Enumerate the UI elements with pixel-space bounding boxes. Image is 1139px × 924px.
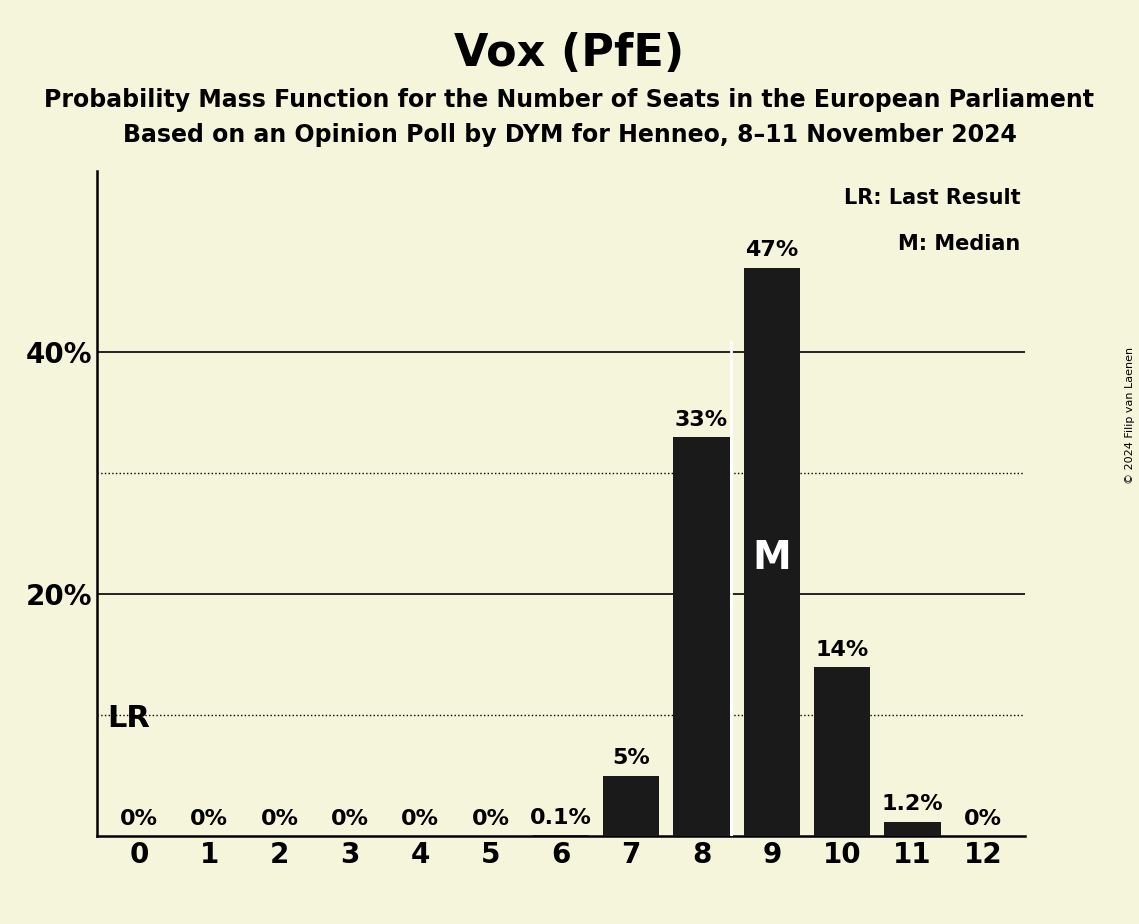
Bar	[744, 268, 800, 836]
Text: 0%: 0%	[331, 809, 369, 829]
Text: 1.2%: 1.2%	[882, 795, 943, 814]
Bar	[533, 835, 589, 836]
Text: 0%: 0%	[120, 809, 158, 829]
Text: Probability Mass Function for the Number of Seats in the European Parliament: Probability Mass Function for the Number…	[44, 88, 1095, 112]
Text: LR: LR	[107, 704, 150, 734]
Text: © 2024 Filip van Laenen: © 2024 Filip van Laenen	[1125, 347, 1134, 484]
Text: 0%: 0%	[401, 809, 440, 829]
Text: 5%: 5%	[613, 748, 650, 769]
Text: Vox (PfE): Vox (PfE)	[454, 32, 685, 76]
Text: 47%: 47%	[745, 240, 798, 261]
Bar	[814, 667, 870, 836]
Text: LR: Last Result: LR: Last Result	[844, 188, 1021, 208]
Bar	[604, 776, 659, 836]
Text: 33%: 33%	[675, 410, 728, 430]
Text: 14%: 14%	[816, 639, 869, 660]
Text: M: M	[753, 539, 792, 577]
Text: 0.1%: 0.1%	[530, 808, 592, 828]
Text: M: Median: M: Median	[899, 234, 1021, 254]
Text: 0%: 0%	[964, 809, 1002, 829]
Text: Based on an Opinion Poll by DYM for Henneo, 8–11 November 2024: Based on an Opinion Poll by DYM for Henn…	[123, 123, 1016, 147]
Text: 0%: 0%	[190, 809, 228, 829]
Text: 0%: 0%	[472, 809, 509, 829]
Text: 0%: 0%	[261, 809, 298, 829]
Bar	[673, 437, 730, 836]
Bar	[885, 821, 941, 836]
